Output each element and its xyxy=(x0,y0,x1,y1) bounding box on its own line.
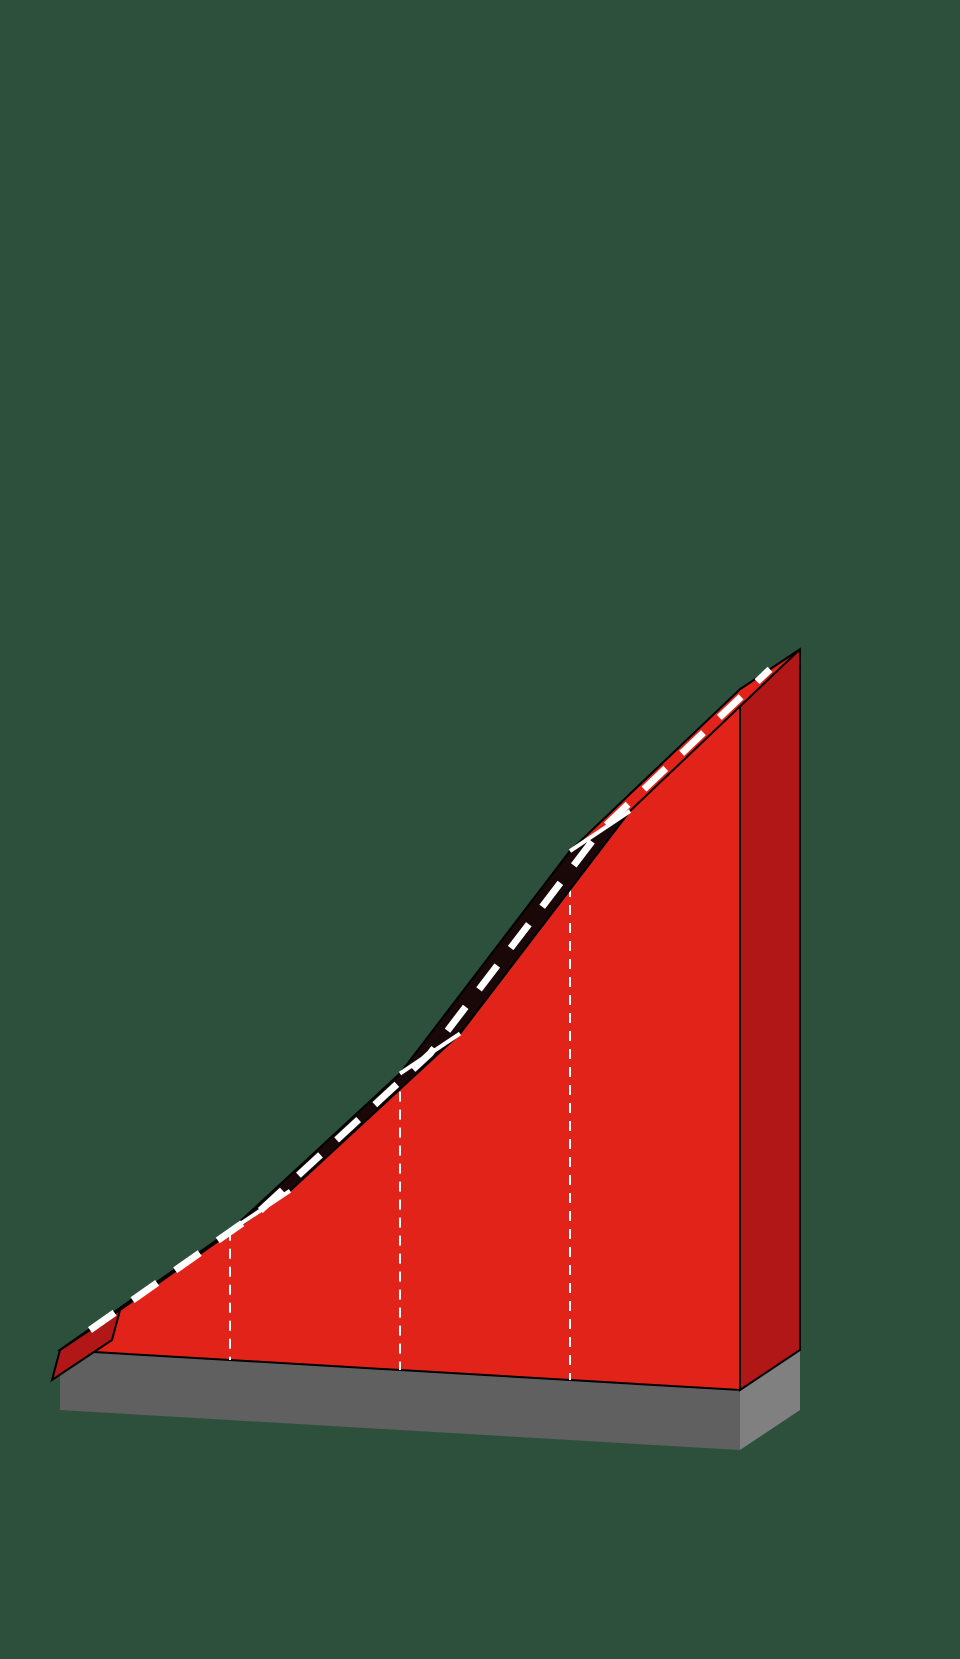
profile-right-wall xyxy=(740,649,800,1390)
